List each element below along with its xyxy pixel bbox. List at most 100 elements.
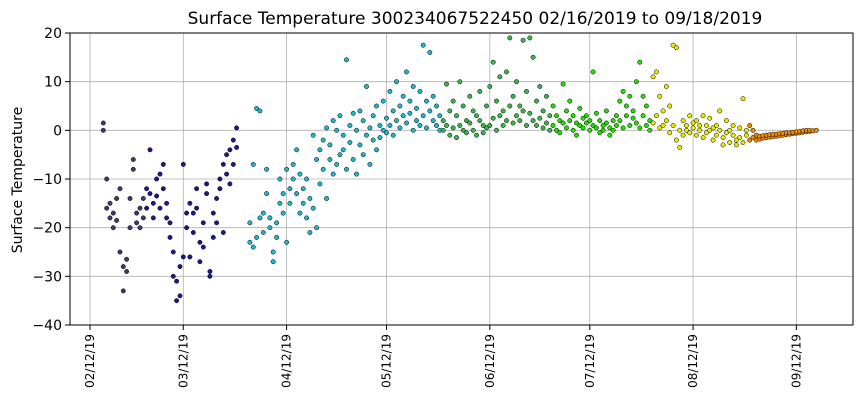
data-point: [157, 171, 163, 177]
data-point: [450, 98, 456, 104]
data-point: [460, 103, 466, 109]
data-point: [277, 176, 283, 182]
data-point: [417, 123, 423, 128]
data-point: [670, 42, 676, 48]
data-point: [627, 123, 633, 128]
data-point: [424, 125, 429, 131]
data-point: [514, 113, 519, 119]
data-point: [404, 120, 409, 126]
data-point: [677, 144, 683, 150]
data-point: [264, 191, 270, 197]
data-point: [590, 69, 596, 75]
data-point: [317, 181, 323, 187]
data-point: [660, 108, 666, 114]
data-point: [474, 132, 479, 138]
data-point: [414, 118, 419, 124]
data-point: [100, 120, 106, 126]
data-point: [730, 123, 736, 128]
data-point: [730, 132, 736, 138]
data-point: [650, 120, 656, 126]
y-tick-label: −40: [32, 318, 62, 334]
data-point: [114, 196, 120, 201]
y-tick-label: −10: [32, 172, 62, 188]
data-point: [214, 220, 220, 226]
data-point: [367, 125, 373, 131]
data-point: [107, 200, 113, 206]
data-point: [560, 81, 566, 87]
data-point: [110, 210, 116, 216]
data-point: [623, 113, 629, 119]
data-point: [230, 137, 236, 143]
data-point: [377, 135, 383, 141]
data-point: [743, 132, 749, 138]
data-point: [154, 176, 160, 182]
data-point: [407, 110, 413, 116]
data-point: [670, 123, 676, 128]
data-point: [517, 103, 523, 109]
data-point: [427, 50, 433, 55]
data-point: [290, 176, 296, 182]
data-point: [177, 293, 183, 299]
data-point: [194, 186, 200, 192]
data-point: [410, 84, 416, 89]
data-point: [210, 234, 216, 240]
data-point: [540, 125, 546, 131]
data-point: [697, 123, 703, 128]
data-point: [524, 123, 529, 128]
data-point: [374, 103, 379, 109]
data-point: [154, 193, 160, 199]
data-point: [110, 225, 116, 231]
data-point: [314, 225, 320, 231]
y-tick-label: −30: [32, 269, 62, 285]
data-point: [690, 120, 696, 126]
data-point: [454, 135, 459, 141]
data-point: [317, 147, 323, 153]
data-point: [257, 215, 263, 221]
data-point: [260, 210, 266, 216]
data-point: [220, 230, 226, 235]
data-point: [250, 161, 256, 167]
y-tick-label: 10: [44, 75, 62, 91]
data-point: [204, 181, 210, 187]
data-point: [710, 137, 716, 143]
data-point: [264, 166, 270, 172]
data-point: [260, 230, 266, 235]
data-point: [640, 93, 646, 99]
data-point: [147, 147, 153, 153]
data-point: [593, 125, 599, 131]
data-point: [710, 125, 716, 131]
data-point: [613, 113, 619, 119]
data-point: [507, 35, 513, 41]
data-point: [813, 127, 819, 133]
data-point: [464, 118, 469, 124]
data-point: [234, 125, 240, 131]
data-point: [620, 88, 626, 94]
data-point: [167, 234, 173, 240]
data-point: [457, 123, 463, 128]
data-point: [657, 93, 663, 99]
data-point: [180, 161, 186, 167]
data-point: [520, 37, 526, 43]
data-point: [490, 59, 496, 65]
data-point: [187, 200, 193, 206]
data-point: [147, 191, 153, 197]
data-point: [144, 205, 150, 211]
data-point: [227, 147, 233, 153]
data-point: [320, 166, 326, 172]
data-point: [300, 200, 306, 206]
data-point: [267, 215, 273, 221]
data-point: [603, 120, 609, 126]
data-point: [580, 125, 586, 131]
data-point: [460, 127, 466, 133]
data-point: [700, 113, 706, 119]
data-point: [703, 130, 709, 136]
data-point: [707, 127, 713, 133]
data-point: [504, 118, 509, 124]
data-point: [397, 103, 403, 109]
data-point: [394, 118, 399, 124]
data-point: [693, 132, 699, 138]
data-point: [577, 105, 583, 111]
data-point: [334, 127, 340, 133]
data-point: [524, 88, 529, 94]
